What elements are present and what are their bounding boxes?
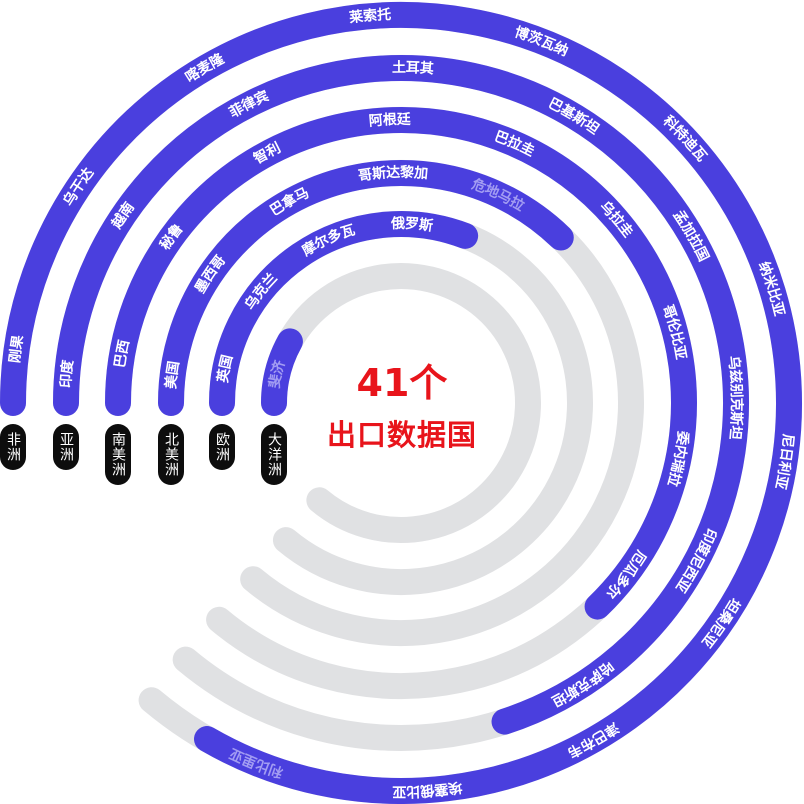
continent-label: 北美洲 [158,424,184,485]
center-caption: 出口数据国 [326,418,477,452]
continent-label: 亚洲 [53,424,79,470]
country-label-path: 阿根廷 [368,111,412,130]
country-label-path: 印度 [57,358,76,388]
ring-track [261,263,541,543]
country-label: 莱索托 [348,6,391,26]
country-label-path: 巴西 [112,339,133,369]
ring-bar [209,211,479,416]
country-label-path: 俄罗斯 [390,215,434,235]
ring-bar [261,328,303,416]
ring-bar [105,107,697,620]
country-label-path: 土耳其 [392,59,435,78]
country-label-path: 美国 [162,360,182,390]
country-label: 土耳其 [392,59,435,78]
country-label-path: 乌兹别克斯坦 [725,355,745,440]
country-label-path: 埃塞俄比亚 [392,778,463,800]
country-label: 埃塞俄比亚 [392,778,463,800]
country-label: 乌兹别克斯坦 [725,355,745,440]
country-label: 斐济 [266,357,289,389]
country-label: 阿根廷 [368,111,412,130]
ring-bar [158,160,574,416]
country-label: 哥斯达黎加 [357,164,429,185]
continent-label: 欧洲 [209,424,235,470]
country-label: 美国 [162,360,182,390]
continent-label: 南美洲 [105,424,131,485]
ring-bar [53,55,749,735]
country-label: 俄罗斯 [390,215,434,235]
country-label: 刚果 [7,333,27,364]
continent-label: 非洲 [0,424,26,470]
country-label: 印度 [57,358,76,388]
country-label-path: 刚果 [7,333,27,364]
country-label: 英国 [214,353,236,385]
continent-label: 大洋洲 [261,424,287,485]
country-label: 巴西 [112,339,133,369]
country-label-path: 哥斯达黎加 [357,164,429,185]
country-label-path: 英国 [214,353,236,385]
center-count: 41个 [356,361,448,405]
country-label-path: 莱索托 [348,6,391,26]
country-label-path: 斐济 [266,357,289,389]
